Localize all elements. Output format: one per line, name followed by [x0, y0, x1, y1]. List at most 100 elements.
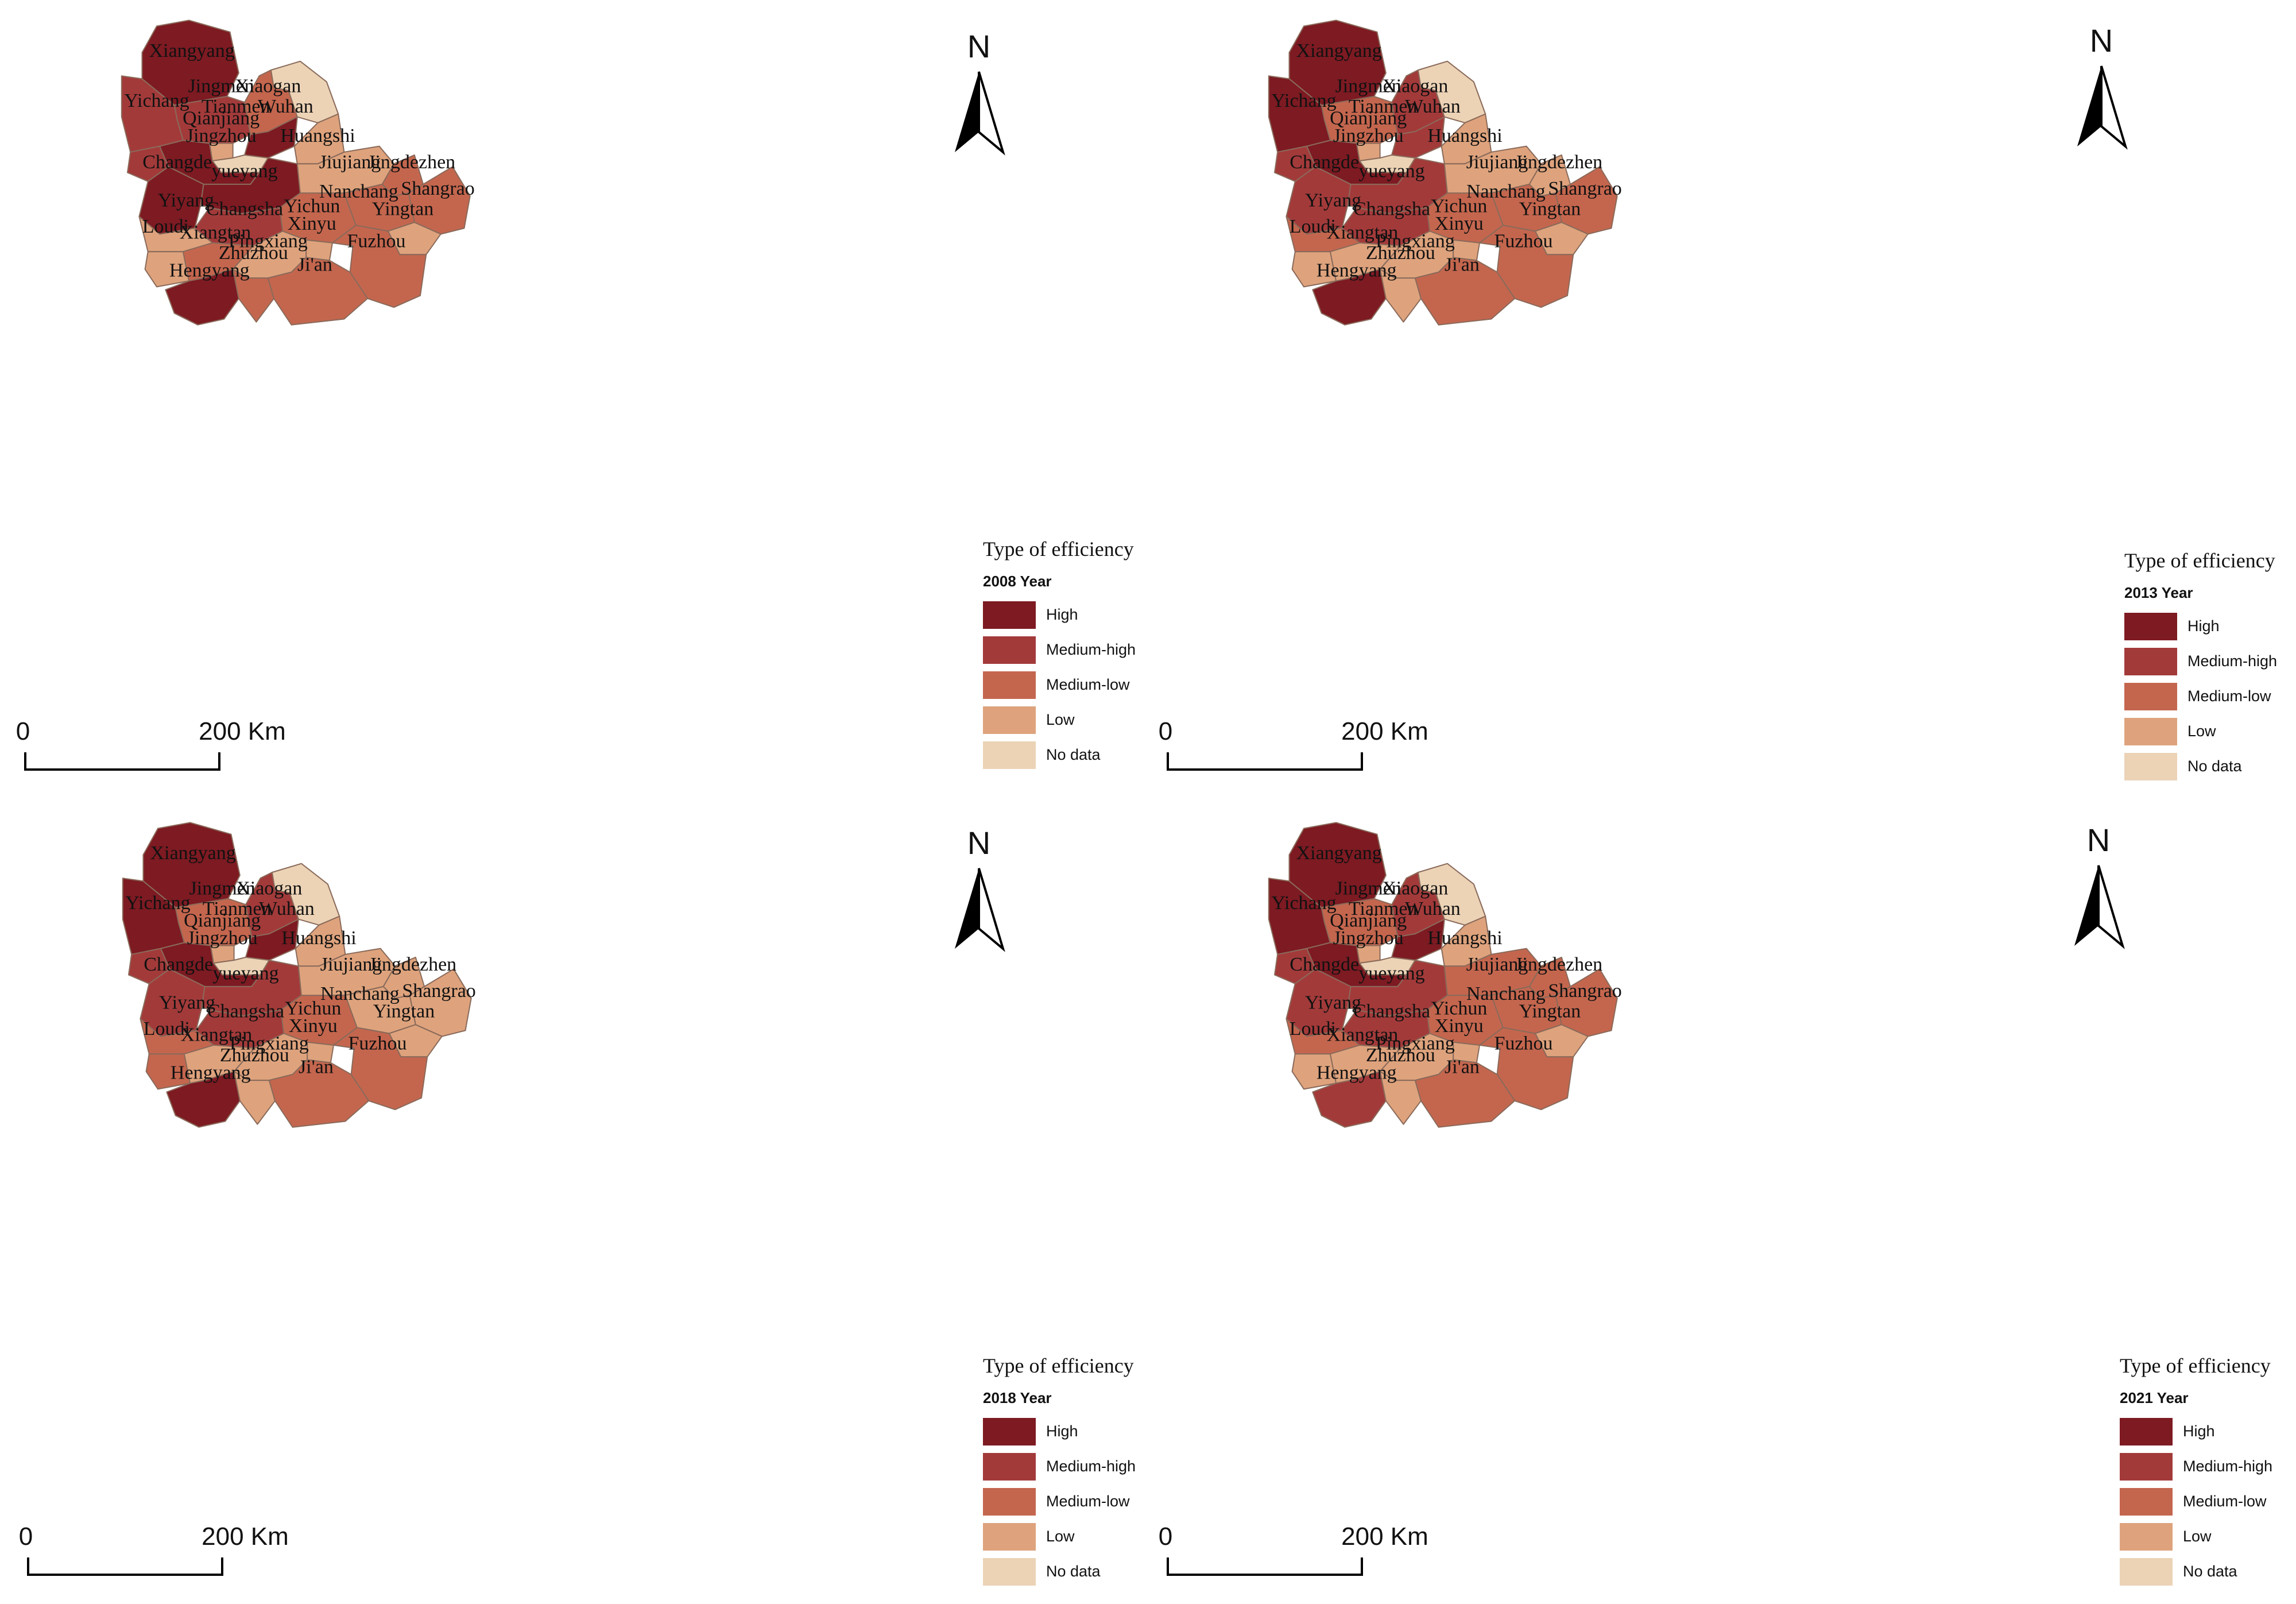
legend-title: Type of efficiency	[2120, 1354, 2271, 1377]
city-label: Yichang	[1271, 90, 1336, 111]
city-label: Jingdezhen	[1515, 954, 1602, 975]
legend-year: 2021 Year	[2120, 1389, 2189, 1406]
city-label: Pingxiang	[1376, 1033, 1455, 1054]
city-label: Yichun	[284, 195, 340, 217]
city-label: Zhuzhou	[1366, 1045, 1435, 1066]
map-panel-3: Xiangyang Jingmen Xiaogan Yichang Tianmen Wuh…	[0, 802, 1148, 1604]
city-label: Nanchang	[1466, 181, 1546, 202]
city-label: Changsha	[1353, 199, 1430, 220]
region-hengyang	[165, 268, 239, 326]
city-label: Jingdezhen	[1515, 152, 1602, 173]
legend-item: Medium-low	[2120, 1488, 2296, 1517]
city-label: Yingtan	[373, 1001, 435, 1022]
city-label: Ji'an	[297, 254, 332, 275]
city-label: Changsha	[206, 199, 283, 220]
city-label: Jingmen	[1335, 75, 1401, 96]
legend-swatch	[983, 741, 1036, 769]
city-label: Wuhan	[1405, 898, 1461, 919]
city-label: Xiangyang	[150, 842, 236, 864]
legend-item: High	[983, 601, 1167, 630]
city-label: Huangshi	[281, 927, 356, 949]
legend-item: No data	[2120, 1558, 2296, 1587]
legend-item: Medium-low	[983, 671, 1167, 700]
legend-year: 2018 Year	[983, 1389, 1052, 1406]
city-label: Fuzhou	[347, 231, 406, 252]
legend-label: Medium-high	[2183, 1458, 2273, 1475]
city-label: Loudi	[142, 216, 189, 237]
legend-swatch	[983, 1488, 1036, 1516]
legend: Type of efficiency 2013 Year High Medium-hi…	[2124, 548, 2296, 780]
city-label: Jingmen	[188, 75, 254, 96]
city-label: Huangshi	[280, 125, 355, 146]
city-label: Loudi	[1290, 216, 1336, 237]
legend-item: Low	[2124, 718, 2296, 747]
city-label: Huangshi	[1427, 927, 1502, 949]
legend-label: High	[2187, 617, 2220, 635]
map-panel-2: Xiangyang Jingmen Xiaogan Yichang Tianmen Wuh…	[1148, 0, 2296, 802]
city-label: Wuhan	[259, 898, 315, 919]
city-label: yueyang	[1358, 160, 1424, 181]
scale-start-label: 0	[1159, 1522, 1172, 1551]
legend-item: No data	[983, 741, 1167, 770]
region-jian	[268, 1059, 370, 1128]
legend-label: No data	[2183, 1563, 2237, 1580]
legend-swatch	[2120, 1488, 2173, 1516]
city-label: Jingzhou	[187, 927, 258, 949]
city-label: Xiaogan	[235, 75, 301, 96]
city-label: Zhuzhou	[219, 242, 288, 264]
region-fuzhou	[1479, 1027, 1574, 1111]
legend-item: Low	[2120, 1523, 2296, 1552]
city-label: Xiangyang	[149, 40, 235, 61]
legend-swatch	[983, 1558, 1036, 1586]
legend-swatch	[2124, 718, 2177, 745]
city-label: Xiangtan	[181, 1024, 253, 1045]
scale-bar: 0 200 Km	[19, 1522, 289, 1576]
legend-label: No data	[1046, 1563, 1101, 1580]
city-label: Zhuzhou	[1366, 242, 1435, 264]
city-label: Xiangtan	[1327, 1024, 1399, 1045]
region-loudi	[145, 1053, 191, 1090]
legend-swatch	[983, 706, 1036, 734]
city-label: Changde	[142, 152, 212, 173]
city-label: Changde	[1290, 152, 1359, 173]
legend-title: Type of efficiency	[983, 1354, 1134, 1377]
region-loudi	[144, 251, 190, 288]
region-loudi	[1291, 1053, 1337, 1090]
city-label: Qianjiang	[184, 910, 261, 931]
legend-item: No data	[983, 1558, 1167, 1587]
legend-item: No data	[2124, 753, 2296, 782]
city-label: Yingtan	[1519, 1001, 1581, 1022]
city-label: Jingdezhen	[369, 954, 456, 975]
scale-start-label: 0	[1159, 717, 1172, 745]
city-label: Ji'an	[299, 1056, 334, 1077]
region-fuzhou	[333, 1027, 428, 1111]
scale-end-label: 200 Km	[199, 717, 286, 745]
legend-item: Medium-high	[983, 1453, 1167, 1482]
legend-label: Medium-low	[1046, 1493, 1130, 1510]
legend-label: Low	[2187, 722, 2216, 740]
legend-label: Medium-high	[2187, 652, 2278, 670]
north-label: N	[967, 28, 990, 64]
legend: Type of efficiency 2008 Year High Medium-hi…	[983, 537, 1167, 770]
region-jian	[1414, 257, 1516, 326]
city-label: Yiyang	[1305, 190, 1361, 211]
legend-swatch	[983, 601, 1036, 629]
legend-item: Medium-high	[2120, 1453, 2296, 1482]
legend: Type of efficiency 2018 Year High Medium-hi…	[983, 1354, 1167, 1586]
city-label: Xiangtan	[1327, 222, 1399, 243]
region-jian	[1414, 1059, 1516, 1128]
legend-swatch	[2124, 753, 2177, 780]
city-label: Hengyang	[169, 260, 250, 281]
legend-year: 2008 Year	[983, 573, 1052, 590]
legend-label: No data	[2187, 757, 2242, 775]
region-fuzhou	[1479, 225, 1574, 308]
city-label: Pingxiang	[230, 1033, 309, 1054]
city-label: Xinyu	[288, 213, 336, 234]
region-fuzhou	[332, 225, 427, 308]
city-label: yueyang	[212, 963, 278, 984]
city-label: Xiangyang	[1296, 40, 1382, 61]
city-label: Jingzhou	[1333, 927, 1404, 949]
